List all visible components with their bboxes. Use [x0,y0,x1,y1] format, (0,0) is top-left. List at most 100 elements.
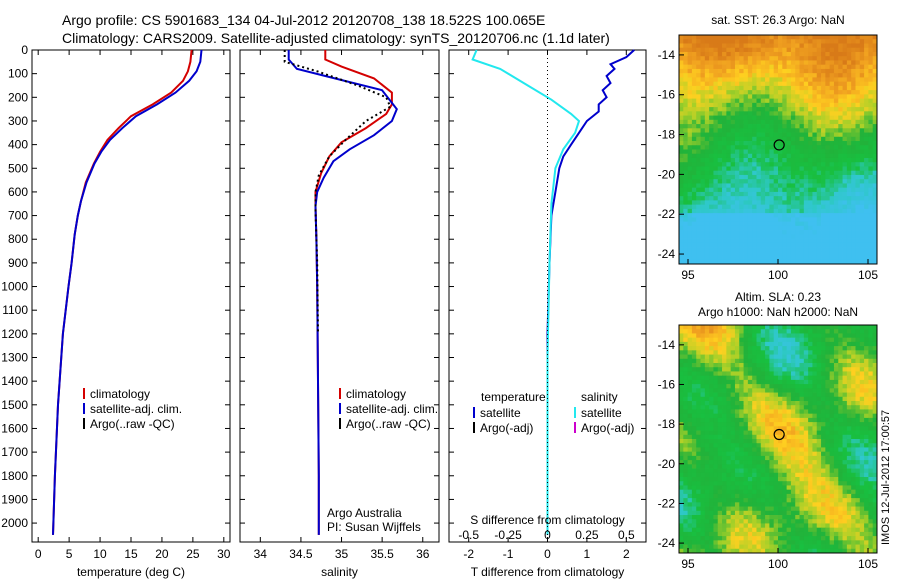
map-cell [730,128,736,133]
map-cell [868,174,874,180]
map-cell [803,68,809,74]
map-cell [803,56,809,61]
map-cell [808,388,813,393]
map-cell [786,43,792,49]
map-cell [859,242,865,248]
map-cell [838,346,843,351]
map-cell [782,329,787,334]
map-cell [838,213,843,218]
map-cell [799,191,805,197]
map-cell [700,506,706,512]
map-cell [846,64,852,70]
map-cell [842,234,848,239]
map-cell [756,337,762,343]
map-cell [683,477,688,482]
map-cell [765,225,770,231]
map-cell [812,153,818,159]
map-cell [704,234,710,239]
map-cell [842,401,848,406]
map-cell [760,196,766,201]
map-cell [722,498,727,503]
map-cell [687,149,693,155]
map-cell [769,247,775,252]
map-cell [808,405,813,410]
map-cell [778,375,783,381]
map-cell [739,341,744,347]
map-cell [795,460,800,465]
map-cell [760,238,766,244]
map-cell [773,460,779,465]
map-cell [855,451,861,457]
map-cell [700,329,706,334]
map-cell [730,170,736,176]
map-cell [846,477,852,482]
map-cell [765,39,770,44]
map-cell [778,200,783,206]
map-cell [760,358,766,364]
map-cell [743,145,749,150]
map-cell [825,213,831,218]
map-cell [722,384,727,389]
map-cell [739,468,744,474]
map-cell [687,238,693,244]
map-cell [782,247,787,252]
map-cell [868,81,874,87]
map-cell [683,510,688,516]
map-cell [734,157,740,163]
map-cell [739,439,744,444]
map-cell [760,451,766,457]
map-cell [773,346,779,351]
map-cell [868,413,874,419]
map-cell [679,68,684,74]
map-cell [747,464,753,469]
map-cell [726,119,732,125]
map-cell [786,502,792,507]
map-cell [808,213,813,218]
map-cell [752,527,757,533]
map-cell [734,124,740,129]
map-cell [773,200,779,206]
map-cell [765,68,770,74]
map-cell [709,94,714,100]
map-cell [679,417,684,423]
map-cell [782,94,787,100]
map-cell [700,208,706,214]
map-cell [700,170,706,176]
map-cell [786,39,792,44]
map-cell [691,124,697,129]
map-cell [825,255,831,261]
map-cell [704,247,710,252]
map-cell [687,179,693,184]
sla-map-title-line1: Altim. SLA: 0.23 [735,290,821,304]
map-cell [816,464,822,469]
map-cell [825,153,831,159]
map-cell [778,225,783,231]
map-cell [838,225,843,231]
map-cell [709,107,714,112]
map-cell [799,81,805,87]
map-cell [808,94,813,100]
map-cell [790,259,796,265]
map-cell [782,149,787,155]
map-cell [683,213,688,218]
map-cell [734,119,740,125]
map-cell [704,409,710,415]
map-cell [833,426,839,431]
map-cell [713,405,719,410]
map-cell [691,341,697,347]
map-cell [790,85,796,91]
map-cell [726,98,732,104]
map-cell [838,183,843,189]
map-cell [821,259,826,265]
map-cell [790,426,796,431]
map-cell [717,489,723,495]
map-cell [846,208,852,214]
map-cell [782,124,787,129]
map-cell [722,196,727,201]
map-cell [747,434,753,440]
map-cell [743,519,749,524]
map-cell [696,242,701,248]
map-cell [799,502,805,507]
map-cell [679,145,684,150]
map-cell [717,179,723,184]
